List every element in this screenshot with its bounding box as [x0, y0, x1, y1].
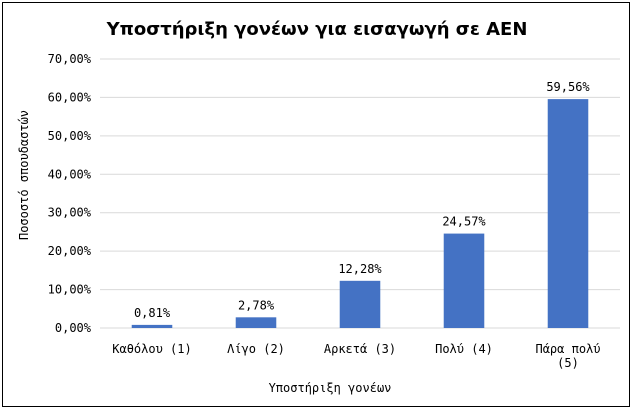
- gridlines: [100, 58, 620, 329]
- bar: [547, 99, 589, 328]
- y-axis-ticks: 0,00% 10,00% 20,00% 30,00% 40,00% 50,00% 60,00…: [48, 52, 92, 335]
- y-tick-label: 0,00%: [55, 321, 92, 335]
- chart-title: Υποστήριξη γονέων για εισαγωγή σε ΑΕΝ: [106, 19, 528, 40]
- data-labels: 0,81% 2,78% 12,28% 24,57% 59,56%: [134, 80, 591, 320]
- y-tick-label: 40,00%: [48, 167, 92, 181]
- x-category-label: Λίγο (2): [227, 342, 285, 356]
- y-axis-title: Ποσοστό σπουδαστών: [17, 110, 31, 240]
- data-label: 24,57%: [442, 215, 486, 229]
- x-axis-title: Υποστήριξη γονέων: [269, 381, 392, 395]
- bar-chart: Υποστήριξη γονέων για εισαγωγή σε ΑΕΝ 0,…: [17, 19, 620, 395]
- x-category-label: (5): [557, 356, 579, 370]
- chart-frame: Υποστήριξη γονέων για εισαγωγή σε ΑΕΝ 0,…: [2, 2, 630, 407]
- y-tick-label: 50,00%: [48, 129, 92, 143]
- bar: [235, 317, 277, 328]
- bar: [443, 233, 485, 328]
- data-label: 12,28%: [338, 262, 382, 276]
- y-tick-label: 20,00%: [48, 244, 92, 258]
- x-category-label: Πολύ (4): [435, 342, 493, 356]
- bar: [339, 280, 381, 328]
- x-category-label: Πάρα πολύ: [535, 342, 600, 356]
- y-tick-label: 60,00%: [48, 90, 92, 104]
- y-tick-label: 30,00%: [48, 206, 92, 220]
- x-category-label: Αρκετά (3): [324, 342, 396, 356]
- bar: [131, 324, 173, 328]
- x-category-label: Καθόλου (1): [112, 342, 191, 356]
- x-axis-categories: Καθόλου (1) Λίγο (2) Αρκετά (3) Πολύ (4) Πάρ…: [112, 342, 600, 370]
- y-tick-label: 10,00%: [48, 283, 92, 297]
- y-tick-label: 70,00%: [48, 52, 92, 66]
- data-label: 2,78%: [238, 298, 275, 312]
- bars: [131, 99, 589, 328]
- data-label: 0,81%: [134, 306, 171, 320]
- data-label: 59,56%: [546, 80, 590, 94]
